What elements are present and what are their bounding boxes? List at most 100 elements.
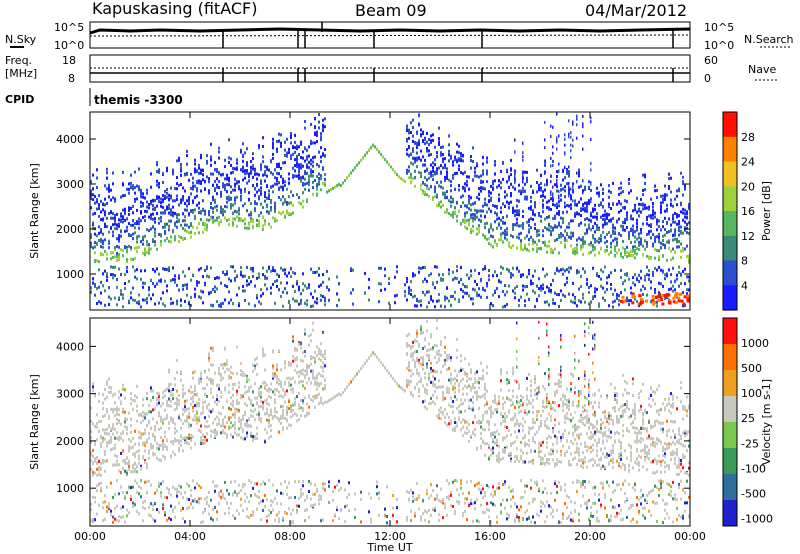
scatter-cell xyxy=(574,199,576,203)
scatter-cell xyxy=(140,192,142,196)
scatter-cell xyxy=(550,230,552,234)
scatter-cell xyxy=(664,228,666,231)
scatter-cell xyxy=(190,222,192,226)
scatter-cell xyxy=(398,175,400,179)
scatter-cell xyxy=(216,177,218,181)
scatter-cell xyxy=(480,186,482,190)
scatter-cell xyxy=(518,189,520,193)
scatter-cell xyxy=(172,278,174,282)
scatter-cell xyxy=(528,242,530,246)
scatter-cell xyxy=(172,388,174,391)
scatter-cell xyxy=(168,516,170,520)
scatter-cell xyxy=(90,197,92,201)
scatter-cell xyxy=(384,287,386,291)
scatter-cell xyxy=(566,276,568,280)
scatter-cell xyxy=(166,236,168,240)
scatter-cell xyxy=(212,349,214,353)
scatter-cell xyxy=(162,172,164,176)
scatter-cell xyxy=(352,288,354,292)
scatter-cell xyxy=(318,181,320,185)
scatter-cell xyxy=(504,284,506,287)
scatter-cell xyxy=(590,161,592,165)
scatter-cell xyxy=(124,209,126,213)
scatter-cell xyxy=(410,121,412,125)
scatter-cell xyxy=(90,429,92,433)
scatter-cell xyxy=(310,122,312,126)
scatter-cell xyxy=(146,490,148,494)
scatter-cell xyxy=(336,304,338,308)
scatter-cell xyxy=(600,268,602,272)
scatter-cell xyxy=(180,439,182,443)
scatter-cell xyxy=(560,183,562,187)
scatter-cell xyxy=(660,228,662,232)
scatter-cell xyxy=(178,484,180,488)
scatter-cell xyxy=(256,432,258,436)
scatter-cell xyxy=(570,203,572,207)
scatter-cell xyxy=(114,517,116,521)
scatter-cell xyxy=(558,293,560,297)
scatter-cell xyxy=(604,265,606,269)
scatter-cell xyxy=(134,199,136,203)
scatter-cell xyxy=(260,483,262,487)
scatter-cell xyxy=(420,266,422,270)
scatter-cell xyxy=(302,199,304,203)
scatter-cell xyxy=(150,389,152,393)
scatter-cell xyxy=(406,171,408,175)
scatter-cell xyxy=(272,364,274,368)
scatter-cell xyxy=(148,410,150,414)
scatter-cell xyxy=(252,157,254,160)
scatter-cell xyxy=(230,421,232,425)
scatter-cell xyxy=(624,206,626,210)
scatter-cell xyxy=(208,402,210,406)
scatter-cell xyxy=(684,208,686,212)
scatter-cell xyxy=(614,232,616,235)
scatter-cell xyxy=(232,371,234,375)
y-tick-label: 1000 xyxy=(56,268,84,281)
scatter-cell xyxy=(230,501,232,505)
scatter-cell xyxy=(620,191,622,195)
scatter-cell xyxy=(162,421,164,425)
scatter-cell xyxy=(622,224,624,228)
scatter-cell xyxy=(626,226,628,229)
scatter-cell xyxy=(120,214,122,218)
scatter-cell xyxy=(658,240,660,244)
scatter-cell xyxy=(218,367,220,370)
scatter-cell xyxy=(164,495,166,499)
scatter-cell xyxy=(272,376,274,380)
scatter-cell xyxy=(254,304,256,308)
scatter-cell xyxy=(432,196,434,200)
scatter-cell xyxy=(526,275,528,279)
scatter-cell xyxy=(120,470,122,474)
scatter-cell xyxy=(484,187,486,191)
scatter-cell xyxy=(210,163,212,167)
scatter-cell xyxy=(204,223,206,227)
scatter-cell xyxy=(200,181,202,185)
scatter-cell xyxy=(672,233,674,237)
scatter-cell xyxy=(174,199,176,203)
scatter-cell xyxy=(244,492,246,496)
scatter-cell xyxy=(544,217,546,221)
scatter-cell xyxy=(172,440,174,444)
scatter-cell xyxy=(136,409,138,413)
scatter-cell xyxy=(264,165,266,169)
scatter-cell xyxy=(132,223,134,227)
scatter-cell xyxy=(126,514,128,518)
scatter-cell xyxy=(284,153,286,157)
scatter-cell xyxy=(688,254,690,258)
scatter-cell xyxy=(408,131,410,135)
scatter-cell xyxy=(446,286,448,290)
scatter-cell xyxy=(108,432,110,436)
scatter-cell xyxy=(228,492,230,496)
scatter-cell xyxy=(194,294,196,298)
scatter-cell xyxy=(642,188,644,192)
scatter-cell xyxy=(114,493,116,497)
scatter-cell xyxy=(134,429,136,433)
scatter-cell xyxy=(572,199,574,203)
scatter-cell xyxy=(130,498,132,501)
scatter-cell xyxy=(184,405,186,409)
scatter-cell xyxy=(212,430,214,434)
scatter-cell xyxy=(564,143,566,147)
scatter-cell xyxy=(136,235,138,239)
scatter-cell xyxy=(148,449,150,453)
scatter-cell xyxy=(166,191,168,195)
